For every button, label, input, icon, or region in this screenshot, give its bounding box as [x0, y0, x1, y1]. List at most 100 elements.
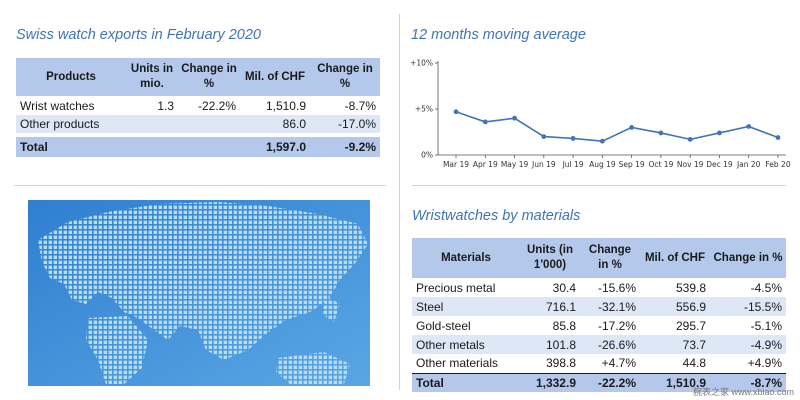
chf-value: 1,510.9 — [265, 98, 306, 113]
x-tick-label: Mar 19 — [443, 160, 469, 169]
data-point — [453, 109, 459, 115]
material-name: Gold-steel — [416, 318, 471, 333]
data-point — [629, 125, 635, 130]
units-value: 1.3 — [157, 98, 174, 113]
x-tick-label: Jul 19 — [562, 160, 584, 169]
table-row: Other products 86.0 -17.0% — [16, 115, 380, 135]
data-point — [775, 135, 781, 140]
chf-change: +4.9% — [747, 356, 782, 371]
materials-table: Materials Units (in 1'000) Change in % M… — [412, 238, 786, 392]
data-point — [512, 115, 517, 121]
materials-header-units: Units (in 1'000) — [520, 238, 580, 278]
chf-value: 44.8 — [682, 356, 706, 371]
total-label: Total — [16, 133, 126, 157]
exports-total-row: Total 1,597.0 -9.2% — [16, 133, 380, 157]
data-point — [746, 124, 752, 129]
units-value: 716.1 — [520, 297, 580, 316]
watermark: 腕表之家 www.xbiao.com — [692, 387, 794, 397]
materials-header-change-chf: Change in % — [710, 238, 786, 278]
table-row: Other materials 398.8 +4.7% 44.8 +4.9% — [412, 354, 786, 373]
total-label: Total — [412, 372, 520, 392]
table-row: Steel 716.1 -32.1% 556.9 -15.5% — [412, 297, 786, 316]
horizontal-divider-left — [14, 185, 386, 186]
material-name: Steel — [412, 297, 520, 316]
units-change — [178, 115, 240, 135]
x-tick-label: Nov 19 — [677, 160, 704, 169]
moving-average-chart: 0% +5% +10% Mar 19 Apr 19 May 19 Jun 19 Jul 19 A… — [410, 59, 791, 170]
total-chf-change: -8.7% — [710, 372, 786, 392]
units-change: +4.7% — [601, 356, 636, 371]
table-row: Other metals 101.8 -26.6% 73.7 -4.9% — [412, 335, 786, 354]
total-units: 1,332.9 — [520, 372, 580, 392]
x-tick-label: Jan 20 — [736, 160, 761, 169]
units-value: 101.8 — [520, 335, 580, 354]
chf-change: -15.5% — [710, 297, 786, 316]
units-change: -26.6% — [580, 335, 640, 354]
chf-change: -5.1% — [750, 318, 782, 333]
exports-header-change-chf: Change in % — [310, 58, 380, 96]
x-tick-label: Feb 20 — [765, 160, 790, 169]
product-name: Wrist watches — [20, 98, 95, 113]
exports-header-products: Products — [16, 58, 126, 96]
y-tick-label: +5% — [415, 105, 433, 114]
units-change: -15.6% — [597, 280, 636, 295]
total-units — [126, 133, 178, 157]
chart-axes — [435, 61, 786, 158]
units-change: -22.2% — [197, 98, 236, 113]
chart-tick-labels: 0% +5% +10% Mar 19 Apr 19 May 19 Jun 19 Jul 19 A… — [410, 59, 791, 170]
x-tick-label: Oct 19 — [648, 160, 673, 169]
exports-header-change-units: Change in % — [178, 58, 240, 96]
materials-header-row: Materials Units (in 1'000) Change in % M… — [412, 238, 786, 278]
materials-header-chf: Mil. of CHF — [640, 238, 710, 278]
total-units-change — [178, 133, 240, 157]
chf-change: -8.7% — [344, 98, 376, 113]
material-name: Precious metal — [416, 280, 496, 295]
product-name: Other products — [16, 115, 126, 135]
exports-header-units: Units in mio. — [126, 58, 178, 96]
chf-change: -4.5% — [750, 280, 782, 295]
material-name: Other metals — [412, 335, 520, 354]
world-map-dotted-icon — [28, 200, 370, 386]
chf-change: -17.0% — [310, 115, 380, 135]
chf-value: 539.8 — [675, 280, 706, 295]
data-point — [599, 138, 605, 144]
exports-title: Swiss watch exports in February 2020 — [16, 27, 261, 43]
table-row: Wrist watches 1.3 -22.2% 1,510.9 -8.7% — [16, 96, 380, 115]
data-point — [482, 119, 488, 125]
total-chf-change: -9.2% — [310, 133, 380, 157]
chf-value: 73.7 — [640, 335, 710, 354]
data-point — [717, 130, 722, 136]
total-chf: 1,510.9 — [640, 372, 710, 392]
x-tick-label: Apr 19 — [473, 160, 498, 169]
chf-value: 86.0 — [240, 115, 310, 135]
vertical-divider — [399, 14, 400, 390]
units-value: 85.8 — [552, 318, 576, 333]
chf-value: 295.7 — [675, 318, 706, 333]
materials-total-row: Total 1,332.9 -22.2% 1,510.9 -8.7% — [412, 372, 786, 392]
total-units-change: -22.2% — [580, 372, 640, 392]
materials-header-change-units: Change in % — [580, 238, 640, 278]
moving-average-title: 12 months moving average — [411, 27, 586, 43]
total-chf: 1,597.0 — [240, 133, 310, 157]
exports-header-row: Products Units in mio. Change in % Mil. … — [16, 58, 380, 96]
units-value: 398.8 — [545, 356, 576, 371]
chf-value: 556.9 — [640, 297, 710, 316]
data-point — [570, 136, 576, 141]
data-point — [687, 136, 693, 142]
chf-change: -4.9% — [710, 335, 786, 354]
materials-header-material: Materials — [412, 238, 520, 278]
x-tick-label: Dec 19 — [706, 160, 733, 169]
x-tick-label: Aug 19 — [589, 160, 616, 169]
data-point — [658, 130, 664, 136]
materials-title: Wristwatches by materials — [412, 208, 581, 224]
data-point — [541, 134, 547, 139]
x-tick-label: Sep 19 — [619, 160, 645, 169]
exports-table: Products Units in mio. Change in % Mil. … — [16, 58, 380, 157]
y-tick-label: +10% — [410, 59, 433, 68]
table-row: Precious metal 30.4 -15.6% 539.8 -4.5% — [412, 278, 786, 297]
chart-series — [453, 109, 781, 144]
x-tick-label: May 19 — [501, 160, 529, 169]
y-tick-label: 0% — [421, 151, 433, 160]
material-name: Other materials — [416, 356, 499, 371]
units-value — [126, 115, 178, 135]
